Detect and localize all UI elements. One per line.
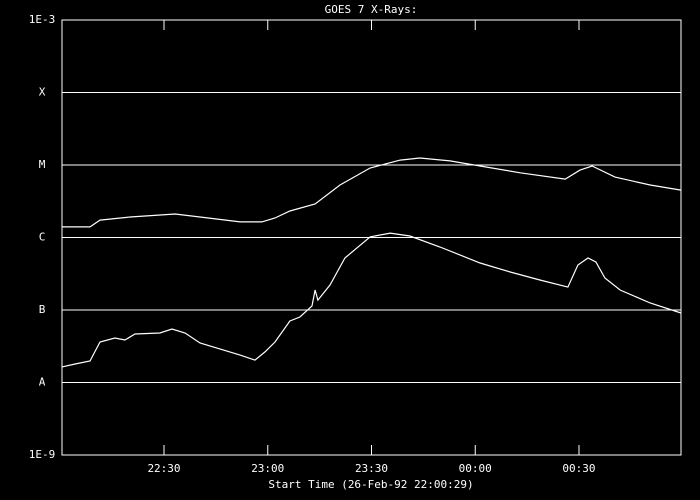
x-tick-label: 00:00 bbox=[459, 462, 492, 475]
flux-line bbox=[62, 157, 682, 228]
y-tick-label: C bbox=[39, 231, 46, 244]
y-tick-label: M bbox=[39, 158, 46, 171]
chart-title: GOES 7 X-Rays: bbox=[325, 3, 418, 16]
y-tick-label: X bbox=[39, 86, 46, 99]
x-tick-label: 00:30 bbox=[562, 462, 595, 475]
x-tick-label: 22:30 bbox=[147, 462, 180, 475]
x-tick-label: 23:00 bbox=[251, 462, 284, 475]
flux-line bbox=[61, 232, 682, 368]
y-tick-label: A bbox=[39, 376, 46, 389]
x-tick-label: 23:30 bbox=[355, 462, 388, 475]
y-tick-label: 1E-9 bbox=[29, 448, 56, 461]
y-tick-label: B bbox=[39, 303, 46, 316]
x-axis-label: Start Time (26-Feb-92 22:00:29) bbox=[268, 478, 473, 491]
y-tick-label: 1E-3 bbox=[29, 13, 56, 26]
